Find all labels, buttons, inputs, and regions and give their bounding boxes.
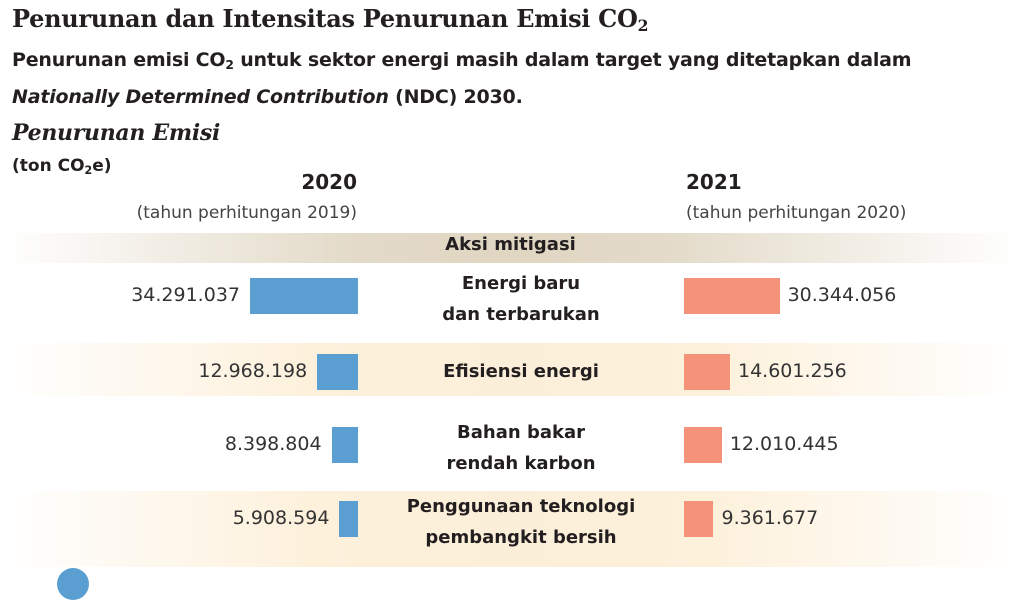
category-label-line: pembangkit bersih: [425, 527, 617, 548]
category-label-line: Efisiensi energi: [443, 361, 599, 382]
value-label-2021: 30.344.056: [787, 284, 897, 306]
bar-2021: [684, 354, 730, 390]
legend-2020-note: (tahun perhitungan 2019): [136, 203, 357, 223]
value-label-2021: 14.601.256: [737, 360, 847, 382]
unit-label: (ton CO2e): [12, 156, 112, 177]
group-header-label: Aksi mitigasi: [445, 234, 576, 255]
category-label: Energi baru dan terbarukan: [371, 268, 671, 330]
category-label-line: Bahan bakar: [457, 422, 585, 443]
value-label-2021: 9.361.677: [721, 507, 819, 529]
value-label-2021: 12.010.445: [729, 433, 839, 455]
bar-2020: [339, 501, 358, 537]
category-label: Efisiensi energi: [371, 356, 671, 387]
value-label-2020: 34.291.037: [131, 284, 240, 306]
bar-2020: [317, 354, 358, 390]
bar-2021: [684, 501, 714, 537]
chart-subtitle: Penurunan emisi CO2 untuk sektor energi …: [12, 44, 912, 113]
legend-2020: 2020: [301, 170, 357, 194]
value-label-2020: 8.398.804: [224, 433, 322, 455]
category-label: Bahan bakar rendah karbon: [371, 417, 671, 479]
category-label-line: Penggunaan teknologi: [406, 496, 636, 517]
subtitle-line-1: Penurunan emisi CO2 untuk sektor energi …: [12, 49, 912, 73]
section-title: Penurunan Emisi: [12, 120, 221, 146]
bar-2021: [684, 278, 780, 314]
blue-circle-marker: [57, 568, 89, 600]
group-header-band: [0, 233, 1021, 263]
row-band: [0, 343, 1021, 396]
value-label-2020: 5.908.594: [232, 507, 330, 529]
value-label-2020: 12.968.198: [198, 360, 308, 382]
subtitle-line-2: Nationally Determined Contribution (NDC)…: [12, 86, 523, 109]
bar-2021: [684, 427, 722, 463]
bar-2020: [250, 278, 358, 314]
category-label: Penggunaan teknologi pembangkit bersih: [371, 491, 671, 553]
chart-title: Penurunan dan Intensitas Penurunan Emisi…: [12, 4, 649, 35]
legend-2021: 2021: [686, 170, 742, 194]
bar-2020: [331, 427, 358, 463]
category-label-line: rendah karbon: [446, 453, 596, 474]
row-band: [0, 491, 1021, 567]
category-label-line: dan terbarukan: [442, 304, 600, 325]
category-label-line: Energi baru: [461, 273, 581, 294]
legend-2021-note: (tahun perhitungan 2020): [686, 203, 907, 223]
